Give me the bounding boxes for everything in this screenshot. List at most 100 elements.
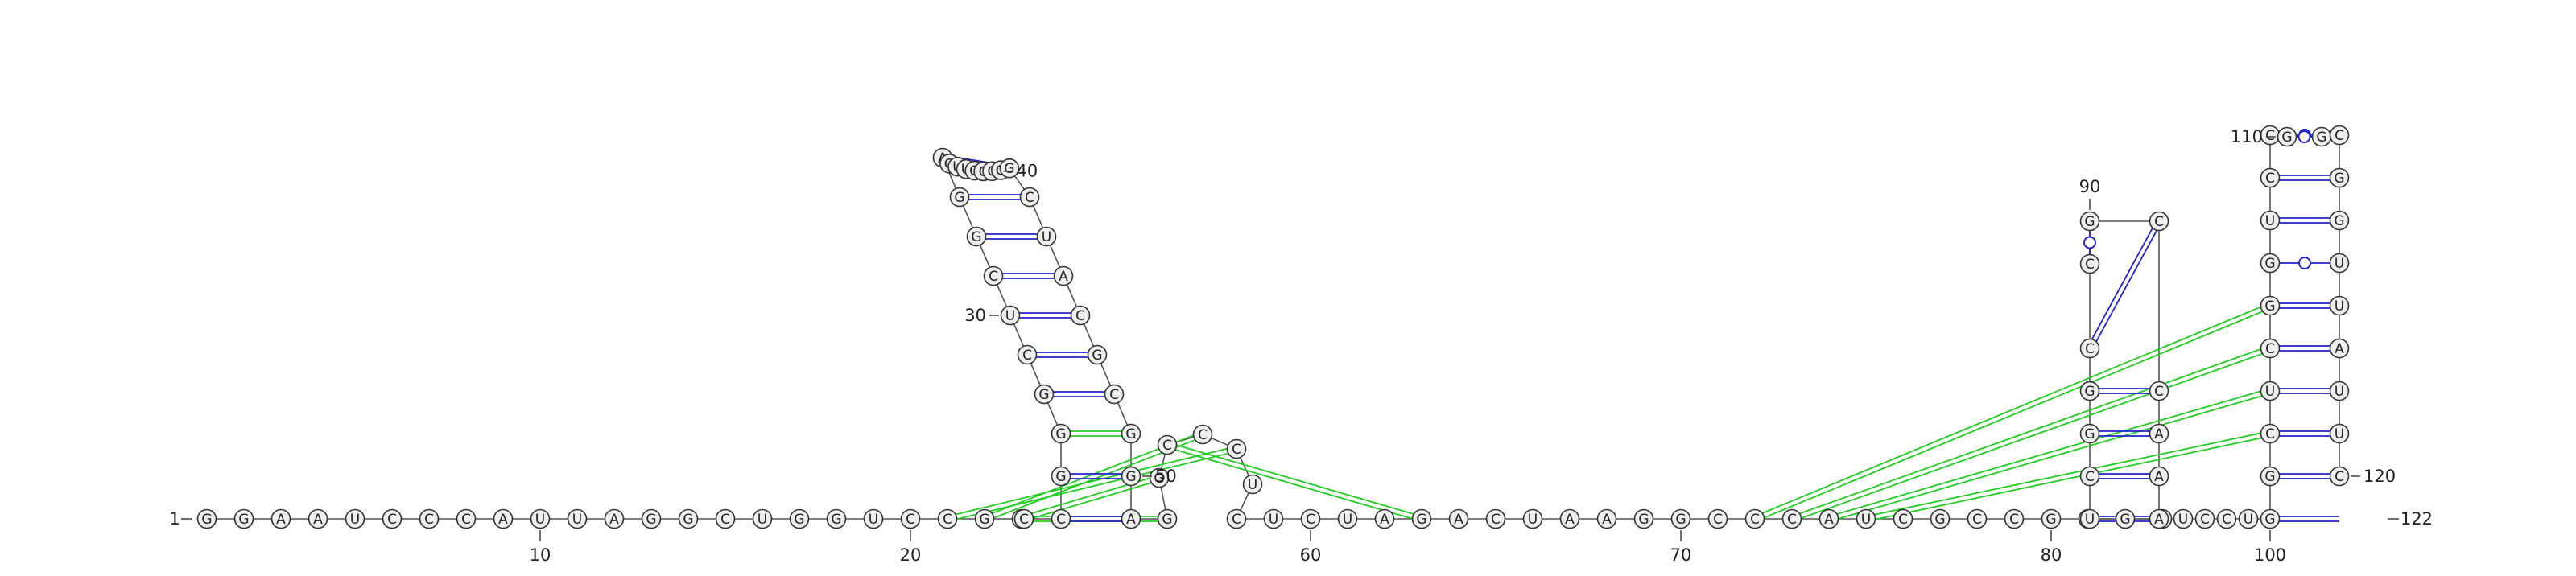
nucleotide-letter: G — [683, 512, 693, 528]
nucleotide-letter: C — [1972, 512, 1982, 528]
nucleotide-letter: G — [2264, 512, 2275, 528]
pseudoknot-pair — [1754, 303, 2269, 516]
nucleotide-letter: C — [2154, 214, 2164, 230]
index-label-end: 122 — [2401, 509, 2433, 529]
nucleotide-letter: G — [794, 512, 804, 528]
nucleotide-letter: G — [954, 190, 964, 206]
nucleotide-letter: G — [2316, 130, 2326, 146]
pseudoknot-pair — [1791, 346, 2269, 516]
pseudoknot-pair — [947, 446, 1236, 516]
nucleotide-letter: C — [1750, 512, 1760, 528]
nucleotide-letter: G — [2120, 512, 2130, 528]
base-pair-layer — [943, 130, 2339, 521]
nucleotide-letter: C — [1022, 348, 1032, 364]
nucleotide-letter: C — [720, 512, 730, 528]
nucleotide-letter: A — [2154, 469, 2164, 485]
nucleotide-letter: C — [2222, 512, 2231, 528]
nucleotide-letter: C — [906, 512, 915, 528]
nucleotide-letter: C — [943, 512, 952, 528]
nucleotide-letter: A — [1059, 269, 1068, 285]
nucleotide-letter: C — [1491, 512, 1501, 528]
index-label-70: 70 — [1670, 545, 1692, 565]
nucleotide-letter: C — [1109, 387, 1119, 403]
nucleotide-letter: G — [1092, 348, 1102, 364]
nucleotide-letter: U — [758, 512, 767, 528]
index-label-40: 40 — [1016, 162, 1038, 181]
nucleotide-letter: C — [1232, 512, 1241, 528]
nucleotide-letter: A — [1380, 512, 1389, 528]
nucleotide-letter: A — [276, 512, 286, 528]
nucleotide-letter: A — [609, 512, 619, 528]
nucleotide-letter: C — [2334, 469, 2344, 485]
canonical-pair — [2087, 220, 2157, 348]
nucleotide-letter: C — [424, 512, 434, 528]
index-label-start: 1 — [169, 509, 180, 529]
nucleotide-letter: G — [979, 512, 989, 528]
nucleotide-letter: U — [350, 512, 360, 528]
nucleotide-letter: G — [1934, 512, 1945, 528]
nucleotide-letter: U — [1042, 229, 1051, 245]
nucleotide-letter: G — [1055, 426, 1066, 442]
index-label-60: 60 — [1300, 545, 1322, 565]
nucleotide-letter: A — [1602, 512, 1612, 528]
nucleotide-letter: C — [2265, 128, 2275, 144]
wobble-pair-marker — [2084, 237, 2095, 249]
nucleotide-letter: U — [1343, 512, 1352, 528]
nucleotide-letter: U — [869, 512, 878, 528]
nucleotide-letter: C — [2265, 171, 2275, 187]
nucleotide-letter: A — [313, 512, 323, 528]
nucleotide-letter: G — [2334, 213, 2344, 229]
nucleotide-letter: C — [2085, 257, 2095, 273]
nucleotide-letter: G — [2264, 469, 2275, 485]
nucleotide-letter: U — [1528, 512, 1538, 528]
nucleotide-letter: U — [572, 512, 582, 528]
nucleotide-letter: A — [1824, 512, 1834, 528]
nucleotide-letter: C — [1025, 190, 1034, 206]
nucleotide-letter: G — [2281, 130, 2292, 146]
nucleotide-letter: U — [2334, 426, 2344, 442]
index-label-80: 80 — [2041, 545, 2062, 565]
pseudoknot-layer — [947, 303, 2271, 521]
pseudoknot-pair — [1867, 436, 2271, 521]
index-label-10: 10 — [530, 545, 551, 565]
wobble-pair-marker — [2299, 257, 2310, 269]
nucleotide-letter: C — [1162, 438, 1172, 454]
nucleotide-letter: C — [2009, 512, 2019, 528]
nucleotide-letter: C — [2085, 469, 2095, 485]
nucleotide-letter: G — [1162, 512, 1172, 528]
nucleotide-letter: U — [2334, 256, 2344, 272]
nucleotide-layer: GGAAUCCCAUUAGGCUGGUCCGCCCGGGCUCGGAGUUGCC… — [198, 126, 2349, 529]
nucleotide-letter: G — [2084, 214, 2095, 230]
pseudoknot-pair — [948, 451, 1237, 521]
nucleotide-letter: C — [2265, 426, 2275, 442]
nucleotide-letter: U — [535, 512, 545, 528]
nucleotide-letter: U — [1248, 477, 1257, 493]
pseudoknot-pair — [1793, 351, 2271, 521]
nucleotide-letter: C — [1056, 512, 1066, 528]
nucleotide-letter: G — [2334, 171, 2344, 187]
nucleotide-letter: C — [1232, 442, 1241, 458]
nucleotide-letter: U — [2085, 512, 2095, 528]
canonical-pair — [2092, 222, 2161, 349]
nucleotide-letter: A — [2154, 512, 2164, 528]
nucleotide-letter: A — [1126, 512, 1136, 528]
nucleotide-letter: U — [1269, 512, 1278, 528]
nucleotide-letter: A — [498, 512, 508, 528]
nucleotide-letter: U — [2334, 384, 2344, 400]
nucleotide-letter: G — [1055, 469, 1066, 485]
nucleotide-letter: G — [1638, 512, 1649, 528]
nucleotide-letter: G — [201, 512, 212, 528]
nucleotide-letter: A — [2154, 426, 2164, 442]
nucleotide-letter: C — [387, 512, 397, 528]
index-label-30: 30 — [964, 306, 986, 325]
nucleotide-letter: G — [2046, 512, 2056, 528]
nucleotide-letter: C — [1019, 512, 1029, 528]
index-label-110: 110 — [2231, 127, 2263, 146]
nucleotide-letter: G — [971, 229, 981, 245]
nucleotide-letter: C — [461, 512, 471, 528]
index-label-90: 90 — [2079, 177, 2101, 196]
index-label-50: 50 — [1155, 467, 1177, 486]
nucleotide-letter: C — [2154, 384, 2164, 400]
